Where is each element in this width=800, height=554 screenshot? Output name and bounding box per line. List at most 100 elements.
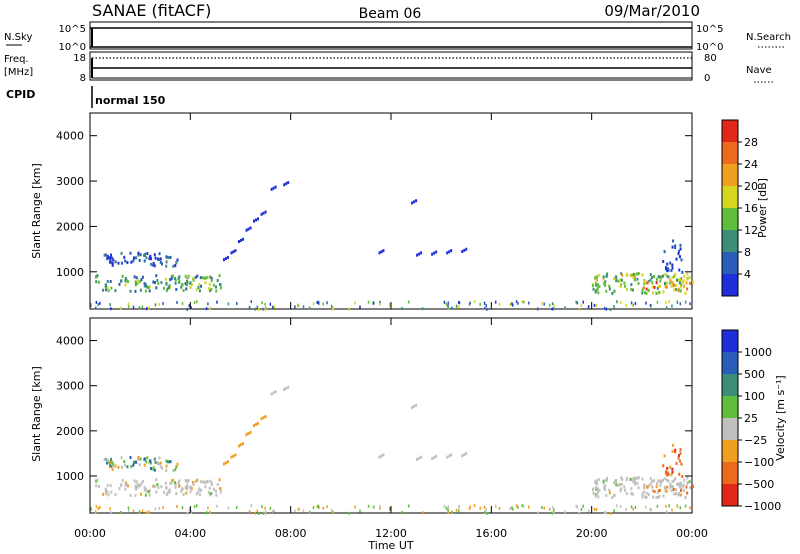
velocity-cell [597, 478, 600, 482]
colorbar-swatch [722, 396, 738, 418]
velocity-cell [634, 477, 637, 481]
velocity-cell [659, 479, 662, 483]
power-cell [137, 253, 140, 257]
velocity-cell [264, 512, 267, 516]
velocity-cell [285, 386, 288, 390]
velocity-cell [636, 476, 639, 480]
power-cell [511, 303, 514, 307]
velocity-cell [160, 466, 163, 470]
velocity-cell [134, 486, 137, 490]
velocity-cell [665, 504, 667, 508]
power-cell [174, 281, 177, 285]
velocity-cell [677, 482, 680, 486]
velocity-cell [103, 458, 106, 462]
power-cell [264, 210, 267, 214]
velocity-cell [664, 477, 667, 481]
velocity-cell [511, 506, 513, 510]
power-cell [271, 305, 274, 309]
power-colorbar-label: Power [dB] [756, 178, 769, 238]
power-cell [272, 186, 275, 190]
power-cell [630, 283, 633, 287]
velocity-cell [205, 511, 208, 515]
power-cell [187, 274, 190, 278]
power-cell [380, 250, 383, 254]
power-cell [494, 300, 497, 304]
power-y-ticks: 1000 2000 3000 4000 [56, 130, 692, 279]
power-cell [692, 280, 694, 284]
power-cell [167, 256, 170, 260]
power-cell [198, 283, 201, 287]
power-cell [613, 289, 616, 293]
velocity-cell [150, 467, 153, 471]
power-cell [210, 277, 213, 281]
power-cell [632, 303, 634, 307]
power-cell [153, 281, 156, 285]
velocity-cell [264, 506, 266, 510]
velocity-cell [312, 506, 315, 510]
velocity-cell [447, 505, 450, 509]
power-cell [210, 287, 213, 291]
power-cell [431, 252, 434, 256]
power-cell [129, 251, 132, 255]
power-cell [689, 281, 692, 285]
power-cell [658, 290, 661, 294]
power-cell [155, 274, 158, 278]
velocity-cell [651, 480, 654, 484]
velocity-cell [178, 479, 181, 483]
velocity-cell [147, 490, 150, 494]
power-cell [615, 275, 618, 279]
velocity-cell [671, 485, 674, 489]
velocity-cell [662, 478, 665, 482]
power-cell [224, 257, 227, 261]
velocity-cell [129, 456, 132, 460]
power-cell [218, 282, 221, 286]
velocity-cell [127, 508, 130, 512]
velocity-cell [110, 465, 113, 469]
velocity-cell [257, 421, 260, 425]
power-cell [145, 285, 148, 289]
power-cell [624, 284, 627, 288]
power-cell [484, 306, 486, 310]
velocity-cell [553, 511, 555, 515]
velocity-cell [136, 484, 139, 488]
power-cell [575, 300, 577, 304]
velocity-cell [541, 505, 543, 509]
velocity-cell [123, 460, 126, 464]
power-cell [248, 305, 251, 309]
power-cell [576, 301, 579, 305]
power-cell [164, 277, 167, 281]
velocity-cell [641, 492, 644, 496]
velocity-cell [148, 510, 150, 514]
velocity-cell [473, 504, 476, 508]
velocity-cell [120, 510, 122, 514]
power-cell [316, 300, 319, 304]
power-cell [174, 278, 177, 282]
power-cell [671, 245, 674, 249]
velocity-cell [212, 487, 215, 491]
velocity-cell [102, 492, 105, 496]
velocity-cell [188, 508, 191, 512]
velocity-cell [167, 490, 170, 494]
velocity-cell [145, 489, 148, 493]
power-cell [175, 261, 178, 265]
y-tick-label: 3000 [56, 175, 84, 188]
velocity-cell [413, 404, 416, 408]
velocity-cell [216, 483, 219, 487]
velocity-cell [165, 464, 168, 468]
velocity-cell [152, 467, 155, 471]
velocity-cell [582, 504, 584, 508]
power-cell [106, 254, 109, 258]
power-cell [148, 306, 150, 310]
velocity-cell [230, 455, 233, 459]
power-cell [234, 249, 237, 253]
power-cell [114, 289, 117, 293]
power-cell [150, 262, 153, 266]
velocity-cell [662, 494, 665, 498]
power-cell [196, 274, 199, 278]
velocity-cell [575, 504, 577, 508]
velocity-cell [274, 390, 277, 394]
velocity-cell [611, 496, 614, 500]
power-cell [629, 273, 632, 277]
power-cell [664, 267, 667, 271]
power-cell [186, 307, 189, 311]
